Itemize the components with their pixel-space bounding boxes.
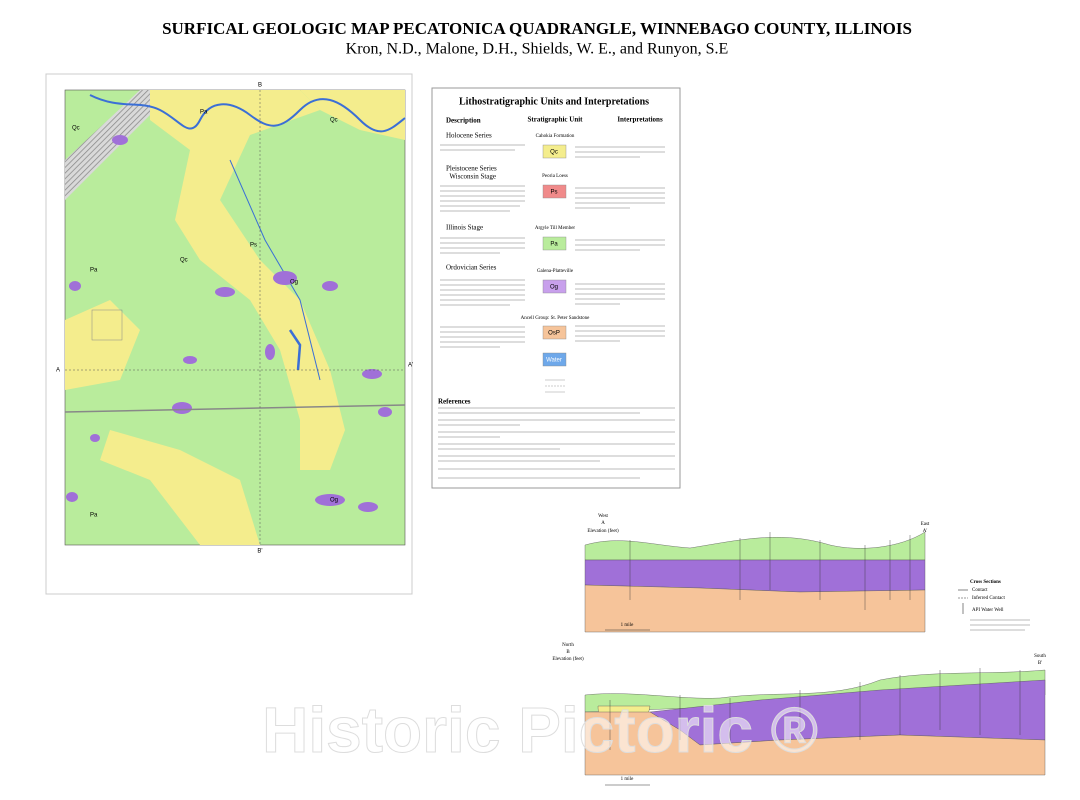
series-heading: Ordovician Series [446, 264, 497, 272]
column-header: Interpretations [617, 116, 663, 124]
map: A A' B B' Qc Qc Qc Pa Pa Pa Og Og Ps [45, 73, 413, 595]
legend-item: Contact [972, 588, 988, 593]
section-label: A' [408, 363, 413, 369]
shape [69, 281, 81, 291]
layer-osp [584, 584, 926, 633]
shape [315, 494, 345, 506]
legend-title: Cross Sections [970, 580, 1001, 585]
unit-label: Ps [250, 243, 257, 249]
layer-pa [584, 669, 1046, 713]
legend-title: Lithostratigraphic Units and Interpretat… [459, 96, 649, 107]
unit-name: Argyle Till Member [535, 226, 576, 231]
unit-name: Cahokia Formation [536, 134, 575, 139]
column-header: Stratigraphic Unit [527, 116, 583, 124]
unit-swatch [542, 352, 567, 367]
section-label: B [258, 83, 262, 89]
wells [609, 668, 1021, 750]
lake [288, 329, 302, 371]
references-heading: References [438, 398, 471, 406]
scale-label: 1 mile [621, 623, 634, 628]
unit-label: Og [330, 498, 338, 504]
section-label: A [56, 368, 60, 374]
section-end: B' [1038, 661, 1042, 666]
cross-section-legend: Cross Sections Contact Inferred Contact … [958, 580, 1030, 631]
unit-label: Og [290, 280, 298, 286]
legend-item: Inferred Contact [972, 596, 1006, 601]
series-heading: Pleistocene Series [446, 165, 497, 173]
bedrock-outcrops [66, 135, 392, 512]
layer-osp [584, 711, 1046, 776]
unit-swatch [542, 325, 567, 340]
shape [172, 402, 192, 414]
watermark: Historic Pictoric ® [262, 694, 818, 766]
shape [362, 369, 382, 379]
direction: North [562, 643, 574, 648]
scale-label: 1 mile [621, 777, 634, 782]
shape [358, 502, 378, 512]
line-symbols [545, 379, 565, 393]
section-end: B [566, 650, 570, 655]
direction: West [598, 514, 608, 519]
title: SURFICAL GEOLOGIC MAP PECATONICA QUADRAN… [162, 19, 912, 38]
section-end: A [601, 521, 605, 526]
unit-symbol: OsP [548, 331, 560, 337]
legend: Lithostratigraphic Units and Interpretat… [431, 87, 681, 489]
unit-swatch [542, 236, 567, 251]
shape [183, 356, 197, 364]
direction: East [921, 522, 930, 527]
unit-name: Peoria Loess [542, 174, 568, 179]
unit-name: Galena-Platteville [537, 269, 574, 274]
unit-symbol: Water [546, 358, 562, 364]
unit-label: Qc [180, 258, 188, 264]
unit-name: Ancell Group: St. Peter Sandstone [521, 316, 591, 321]
series-heading: Holocene Series [446, 132, 492, 140]
unit-swatch [542, 279, 567, 294]
series-heading: Illinois Stage [446, 224, 483, 232]
references-text [438, 407, 675, 479]
description-text [440, 144, 665, 348]
unit-label: Pa [90, 268, 98, 274]
shape [322, 281, 338, 291]
wells [629, 532, 911, 610]
direction: South [1034, 654, 1046, 659]
unit-label: Pa [200, 110, 208, 116]
cross-section-a: West A Elevation (feet) East A' 1 mile [584, 514, 930, 633]
floodplain [100, 430, 260, 545]
unit-symbol: Og [550, 285, 558, 291]
shape [215, 287, 235, 297]
unit-symbol: Ps [550, 190, 557, 196]
town [91, 309, 123, 341]
floodplain [150, 90, 345, 470]
river [89, 94, 406, 133]
shape [112, 135, 128, 145]
unit-symbol: Qc [550, 150, 558, 156]
shape [90, 434, 100, 442]
floodplain [65, 300, 140, 390]
authors: Kron, N.D., Malone, D.H., Shields, W. E.… [346, 41, 729, 58]
shape [273, 271, 297, 285]
axis-title: Elevation (feet) [552, 657, 584, 662]
legend-item: API Water Well [972, 608, 1004, 613]
unit-swatch [542, 144, 567, 159]
unit-label: Pa [90, 513, 98, 519]
unit-symbol: Pa [550, 242, 558, 248]
section-label: B' [257, 549, 262, 555]
scale-notes [970, 619, 1030, 631]
floodplain [300, 90, 405, 140]
shape [378, 407, 392, 417]
unit-swatch [542, 184, 567, 199]
column-header: Description [446, 117, 481, 125]
unit-label: Qc [72, 126, 80, 132]
shape [265, 344, 275, 360]
cross-section-b: North B Elevation (feet) South B' 1 mile [552, 643, 1046, 786]
section-end: A' [923, 529, 928, 534]
stream [229, 159, 321, 381]
layer-pa [584, 531, 926, 561]
unit-label: Qc [330, 118, 338, 124]
railroad [64, 404, 406, 413]
axis-title: Elevation (feet) [587, 529, 619, 534]
stage-heading: Wisconsin Stage [449, 173, 496, 181]
shape [66, 492, 78, 502]
